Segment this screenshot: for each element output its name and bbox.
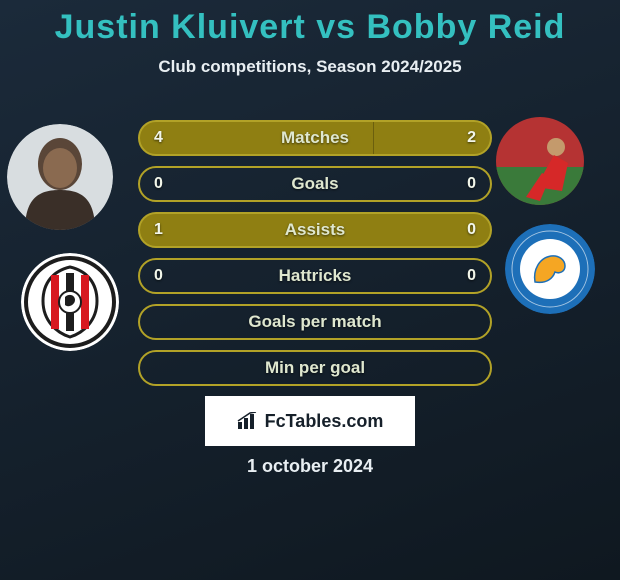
stat-value-left: 0 <box>140 260 177 292</box>
stat-label: Assists <box>285 220 345 240</box>
stat-value-right: 0 <box>453 214 490 246</box>
stat-row: Goals per match <box>138 304 492 340</box>
bars-icon <box>237 412 259 430</box>
club-right-crest <box>505 224 595 314</box>
silhouette-icon <box>7 124 113 230</box>
source-badge: FcTables.com <box>205 396 415 446</box>
stat-row: Min per goal <box>138 350 492 386</box>
stat-value-left: 0 <box>140 168 177 200</box>
stat-label: Goals <box>291 174 338 194</box>
stat-row: 0 0 Hattricks <box>138 258 492 294</box>
action-photo-icon <box>496 117 584 205</box>
comparison-card: Justin Kluivert vs Bobby Reid Club compe… <box>0 0 620 580</box>
stat-label: Hattricks <box>279 266 352 286</box>
stat-value-right: 0 <box>453 168 490 200</box>
source-text: FcTables.com <box>265 411 384 432</box>
page-title: Justin Kluivert vs Bobby Reid <box>0 0 620 47</box>
stat-label: Goals per match <box>248 312 381 332</box>
crest-icon <box>21 253 119 351</box>
stat-row: 0 0 Goals <box>138 166 492 202</box>
stat-row: 1 0 Assists <box>138 212 492 248</box>
stat-value-left: 4 <box>140 122 177 154</box>
stat-value-left: 1 <box>140 214 177 246</box>
stat-label: Matches <box>281 128 349 148</box>
stats-panel: 4 2 Matches 0 0 Goals 1 0 Assists 0 0 Hattricks Goal… <box>138 120 492 396</box>
stat-row: 4 2 Matches <box>138 120 492 156</box>
subtitle: Club competitions, Season 2024/2025 <box>0 57 620 77</box>
stat-label: Min per goal <box>265 358 365 378</box>
player-right-avatar <box>496 117 584 205</box>
crest-icon <box>505 224 595 314</box>
club-left-crest <box>21 253 119 351</box>
stat-value-right: 0 <box>453 260 490 292</box>
player-left-avatar <box>7 124 113 230</box>
stat-value-right: 2 <box>453 122 490 154</box>
date-label: 1 october 2024 <box>0 456 620 477</box>
